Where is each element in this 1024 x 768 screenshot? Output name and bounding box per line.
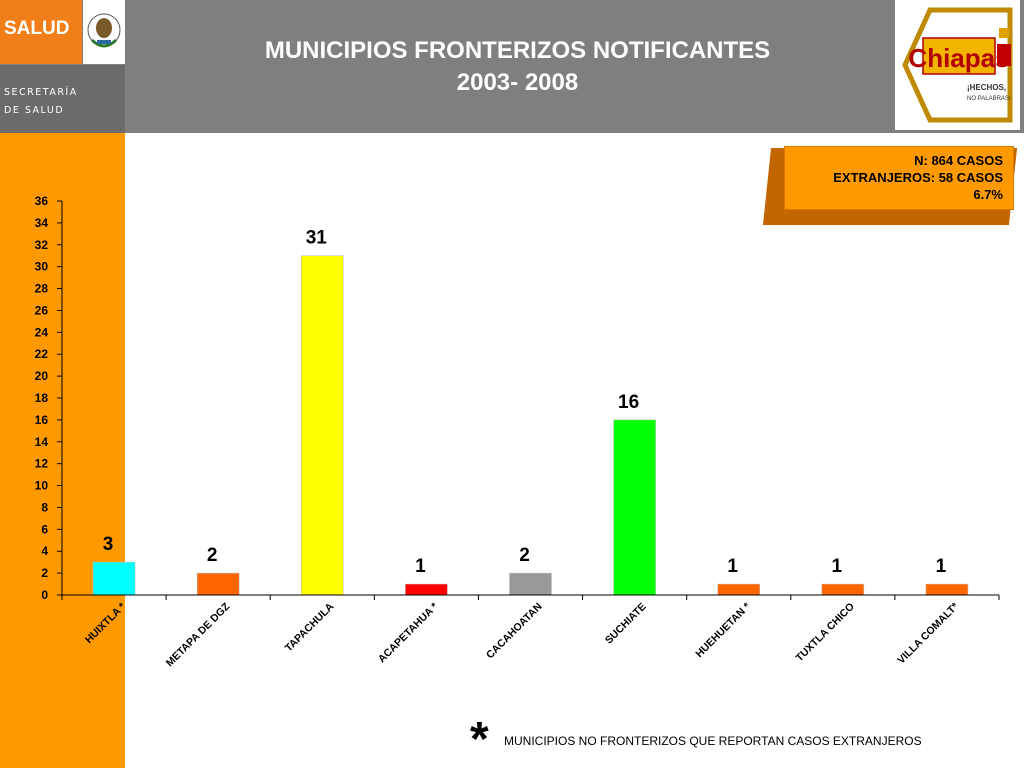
bar (613, 419, 656, 596)
y-tick-label: 2 (41, 566, 48, 580)
x-category-label: VILLA COMALT* (895, 600, 961, 666)
x-category-label: CACAHOATAN (484, 601, 545, 662)
info-percentage: 6.7% (973, 187, 1003, 202)
bar-value-label: 1 (936, 556, 947, 577)
y-tick-label: 20 (35, 369, 49, 383)
info-box: N: 864 CASOS EXTRANJEROS: 58 CASOS 6.7% (784, 146, 1014, 210)
y-tick-label: 18 (35, 391, 49, 405)
bar-value-label: 2 (519, 545, 530, 566)
y-tick-label: 16 (35, 413, 49, 427)
title-line2: 2003- 2008 (456, 69, 579, 96)
bar (821, 583, 865, 596)
y-tick-label: 34 (35, 216, 49, 230)
value-labels: 3 2 31 1 2 16 1 1 1 (103, 228, 947, 577)
title-line1: MUNICIPIOS FRONTERIZOS NOTIFICANTES (264, 37, 771, 64)
y-tick-label: 0 (41, 588, 48, 602)
y-tick-label: 6 (41, 522, 48, 536)
info-foreign-cases: EXTRANJEROS: 58 CASOS (833, 170, 1003, 185)
x-axis: HUIXTLA * METAPA DE DGZ TAPACHULA ACAPETAHU… (61, 594, 1000, 669)
y-tick-label: 10 (35, 479, 49, 493)
salud-logo: SALUD (0, 0, 82, 64)
y-tick-label: 26 (35, 303, 49, 317)
national-seal-icon (83, 0, 125, 64)
secretaria-line2: DE SALUD (4, 105, 65, 116)
bar-value-label: 1 (727, 556, 738, 577)
y-tick-label: 8 (41, 500, 48, 514)
y-tick-label: 36 (35, 194, 49, 208)
bar (92, 561, 136, 596)
y-tick-label: 4 (41, 544, 48, 558)
bar (196, 572, 240, 596)
bar-value-label: 2 (207, 545, 218, 566)
bar-value-label: 16 (618, 392, 639, 413)
x-category-label: TAPACHULA (283, 600, 337, 654)
y-tick-label: 12 (35, 457, 49, 471)
logo-slogan-1: ¡HECHOS, (967, 83, 1006, 92)
bar-value-label: 1 (832, 556, 843, 577)
x-category-label: HUIXTLA * (83, 600, 129, 646)
bar (717, 583, 760, 596)
x-category-label: METAPA DE DGZ (164, 600, 233, 669)
x-category-label: SUCHIATE (603, 601, 649, 647)
y-tick-label: 28 (35, 282, 49, 296)
header-bar (0, 0, 1024, 133)
x-category-label: TUXTLA CHICO (793, 601, 856, 664)
secretaria-line1: SECRETARÍA (4, 87, 78, 98)
salud-label: SALUD (4, 18, 70, 39)
footnote-asterisk: * (470, 713, 489, 766)
chiapas-logo: Chiapas ¡HECHOS, NO PALABRAS! (895, 0, 1020, 130)
info-total-cases: N: 864 CASOS (914, 153, 1003, 168)
footnote-text: MUNICIPIOS NO FRONTERIZOS QUE REPORTAN C… (504, 734, 922, 748)
y-tick-label: 14 (35, 435, 49, 449)
bar (509, 572, 552, 596)
secretaria-block: SECRETARÍA DE SALUD (0, 65, 125, 133)
bar-value-label: 31 (306, 228, 328, 249)
y-tick-label: 22 (35, 347, 49, 361)
bar (405, 583, 448, 596)
bar (301, 255, 344, 596)
bar-value-label: 1 (415, 556, 426, 577)
logo-slogan-2: NO PALABRAS! (967, 96, 1011, 102)
x-category-label: HUEHUETAN * (693, 600, 753, 660)
y-tick-label: 24 (35, 325, 49, 339)
bar-value-label: 3 (103, 534, 114, 555)
y-tick-label: 30 (35, 260, 49, 274)
bar (925, 583, 969, 596)
x-category-label: ACAPETAHUA * (376, 600, 441, 665)
bars (92, 255, 969, 596)
logo-text: Chiapas (908, 43, 1009, 73)
page-title: MUNICIPIOS FRONTERIZOS NOTIFICANTES 2003… (160, 35, 875, 99)
y-tick-label: 32 (35, 238, 49, 252)
